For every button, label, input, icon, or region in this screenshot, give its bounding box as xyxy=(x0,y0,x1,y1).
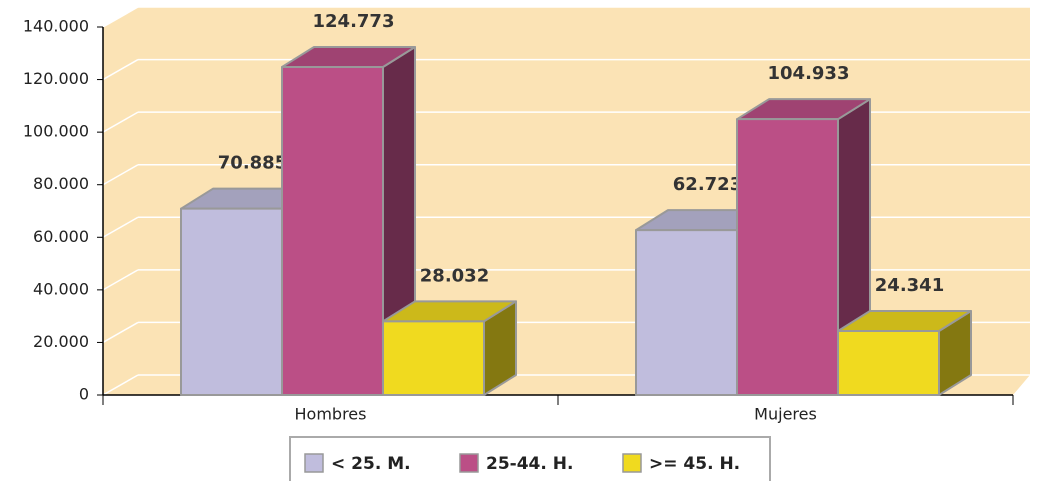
bar xyxy=(382,320,485,396)
legend-label: >= 45. H. xyxy=(649,454,740,474)
value-label: 124.773 xyxy=(313,11,395,32)
value-label: 70.885 xyxy=(218,153,287,174)
y-tick-label: 80.000 xyxy=(33,174,89,193)
bar xyxy=(180,207,283,396)
y-tick-label: 140.000 xyxy=(23,17,89,36)
bar xyxy=(837,330,940,396)
grid-line xyxy=(102,216,139,238)
grid-line xyxy=(102,374,139,396)
grid-line xyxy=(102,164,139,186)
x-tick-label: Mujeres xyxy=(754,405,817,424)
grid-line xyxy=(102,321,139,344)
bar xyxy=(736,118,839,396)
x-tick-label: Hombres xyxy=(295,405,367,424)
y-tick-label: 60.000 xyxy=(33,227,89,246)
side-wall xyxy=(103,7,138,395)
value-label: 62.723 xyxy=(673,174,742,195)
legend-swatch xyxy=(622,453,642,473)
y-tick-label: 120.000 xyxy=(23,69,89,88)
y-tick-label: 20.000 xyxy=(33,332,89,351)
grid-line xyxy=(102,269,139,291)
legend-swatch xyxy=(304,453,324,473)
grid-line xyxy=(102,58,139,81)
value-label: 24.341 xyxy=(875,275,944,296)
y-tick-label: 0 xyxy=(79,385,89,404)
legend-box xyxy=(289,436,771,481)
value-label: 28.032 xyxy=(420,265,489,286)
legend-label: 25-44. H. xyxy=(486,454,573,474)
y-tick-label: 100.000 xyxy=(23,122,89,141)
bar xyxy=(281,66,384,396)
value-label: 104.933 xyxy=(768,63,850,84)
grid-line xyxy=(102,6,139,28)
legend-swatch xyxy=(459,453,479,473)
bar xyxy=(635,229,738,396)
grid-line xyxy=(102,111,139,133)
y-tick-label: 40.000 xyxy=(33,279,89,298)
legend-label: < 25. M. xyxy=(331,454,411,474)
